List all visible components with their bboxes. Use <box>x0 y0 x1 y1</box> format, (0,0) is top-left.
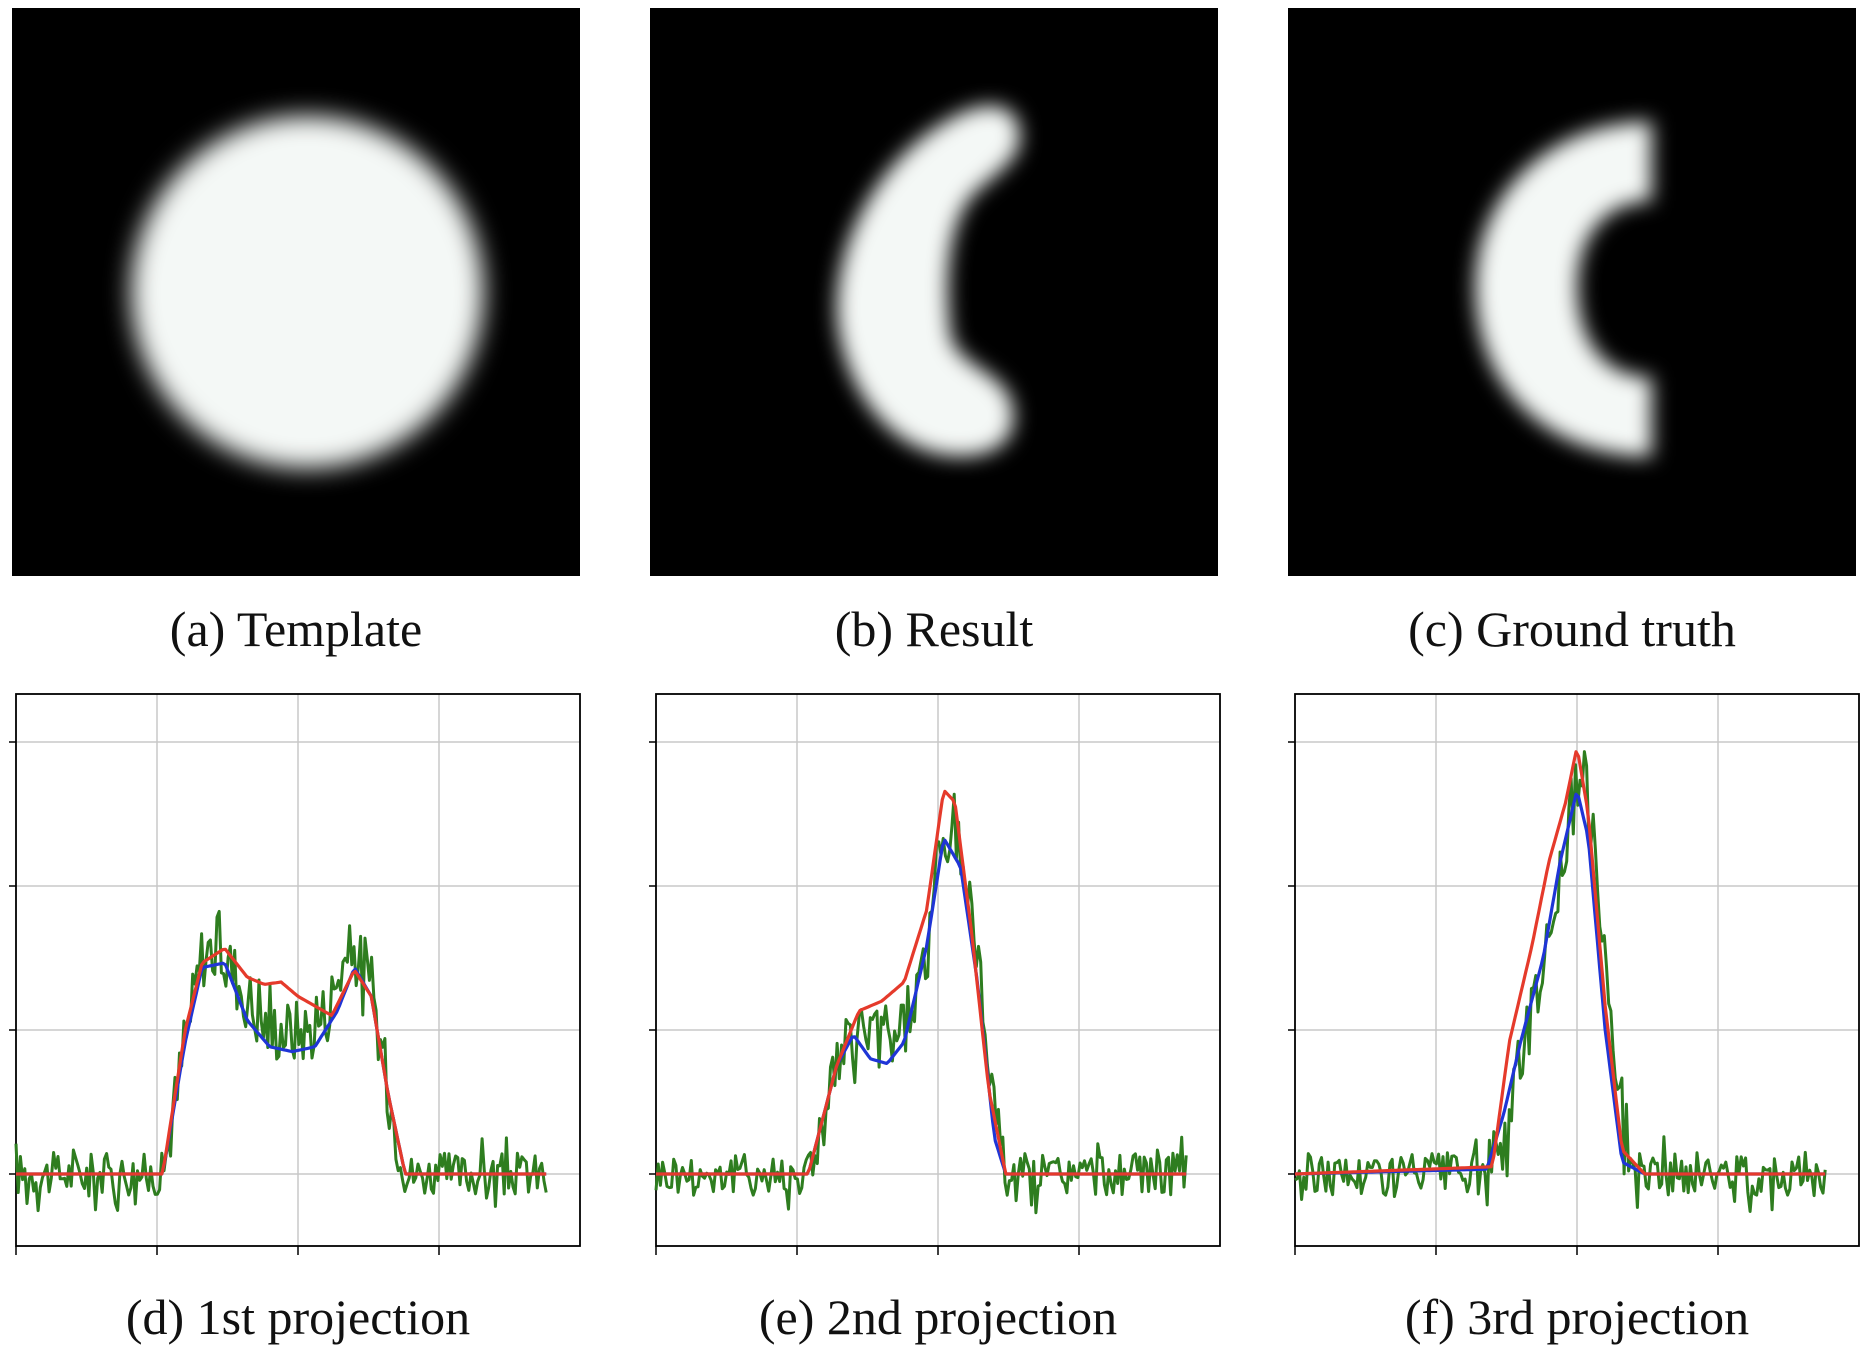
series-line <box>656 789 1187 1176</box>
plot-3rd-projection <box>1287 690 1867 1260</box>
caption-ground-truth: (c) Ground truth <box>1408 601 1736 657</box>
plot-frame <box>655 693 1221 1247</box>
series-line <box>1294 750 1826 1176</box>
caption-template: (a) Template <box>169 601 423 657</box>
template-disk <box>131 115 484 469</box>
series-line <box>16 961 547 1176</box>
series-line <box>1294 750 1827 1213</box>
plot-frame <box>15 693 581 1247</box>
result-image <box>650 8 1218 576</box>
projection-chart <box>9 693 581 1255</box>
series-line <box>16 947 547 1176</box>
series-line <box>656 838 1187 1176</box>
ground-truth-image <box>1288 8 1856 576</box>
plot-1st-projection <box>8 690 588 1260</box>
caption-1st-projection: (d) 1st projection <box>125 1289 471 1345</box>
ground-truth-c-shape <box>1475 121 1652 457</box>
template-image <box>12 8 580 576</box>
projection-chart <box>1288 693 1860 1255</box>
caption-3rd-projection: (f) 3rd projection <box>1404 1289 1750 1345</box>
plot-frame <box>1294 693 1860 1247</box>
caption-result: (b) Result <box>834 601 1034 657</box>
caption-2nd-projection: (e) 2nd projection <box>758 1289 1118 1345</box>
series-line <box>654 792 1188 1215</box>
series-line <box>14 909 548 1213</box>
projection-chart <box>649 693 1221 1255</box>
result-crescent <box>836 105 1020 457</box>
plot-2nd-projection <box>648 690 1228 1260</box>
